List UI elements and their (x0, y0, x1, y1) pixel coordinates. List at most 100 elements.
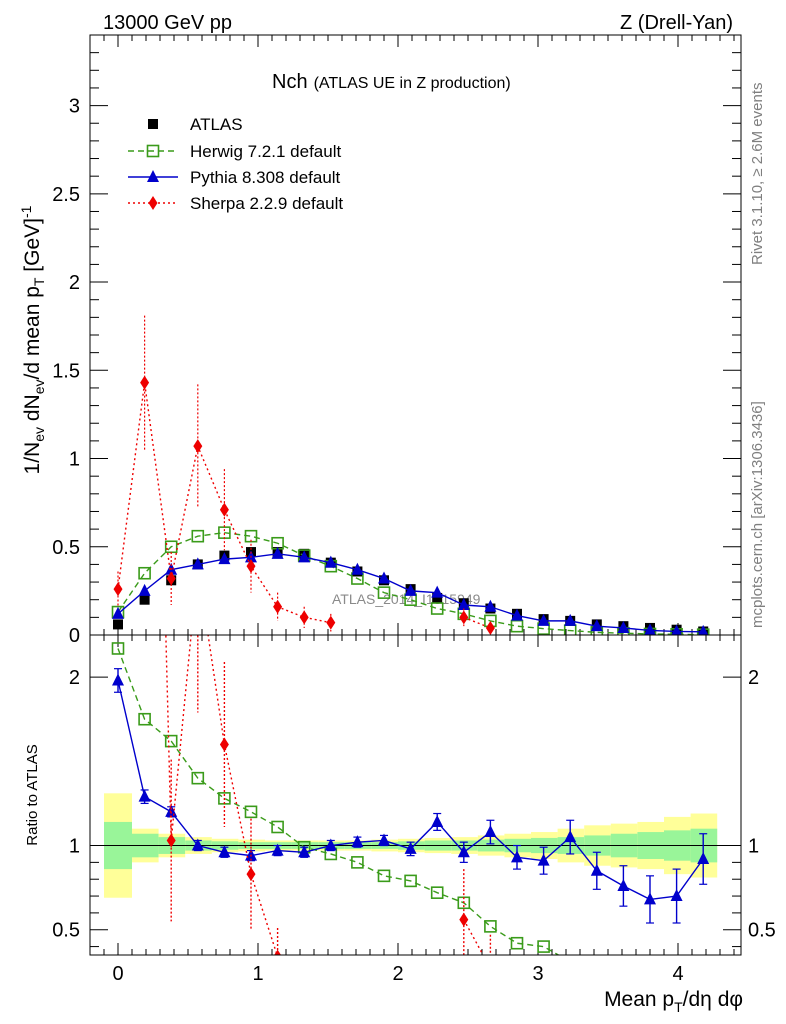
energy-label: 13000 GeV pp (103, 12, 232, 34)
legend-herwig-marker (146, 144, 160, 158)
y-tick-label: 2 (69, 272, 80, 294)
sherpa-point (246, 559, 256, 574)
pythia-point (644, 623, 656, 635)
legend-herwig-label: Herwig 7.2.1 default (190, 142, 341, 161)
ratio-y-tick-label-right: 1 (748, 836, 759, 858)
herwig-point (191, 529, 205, 543)
sherpa-point (113, 582, 123, 597)
pythia-ratio-point (298, 845, 311, 858)
x-tick-label: 0 (112, 963, 123, 985)
chart-subtitle: (ATLAS UE in Z production) (314, 75, 511, 92)
pythia-point (378, 571, 390, 584)
herwig-ratio-point (191, 771, 205, 785)
pythia-ratio-point (165, 804, 178, 817)
pythia-point (590, 619, 603, 632)
herwig-point (377, 586, 391, 599)
herwig-ratio-line (117, 648, 560, 955)
pythia-ratio-point (351, 835, 364, 848)
pythia-ratio-point (138, 789, 151, 802)
pythia-ratio-point (404, 841, 417, 854)
rivet-version-label: Rivet 3.1.10, ≥ 2.6M events (749, 83, 766, 266)
herwig-ratio-point (510, 936, 524, 950)
pythia-ratio-point (644, 892, 656, 905)
pythia-point (457, 598, 470, 610)
mcplots-credit-label: mcplots.cern.ch [arXiv:1306.3436] (749, 401, 766, 628)
ratio-y-tick-label-right: 2 (748, 667, 759, 689)
sherpa-point (299, 610, 309, 625)
herwig-ratio-point (138, 712, 151, 726)
chart-title-main: Nch (272, 71, 308, 93)
herwig-line (117, 531, 704, 635)
pythia-point (617, 620, 630, 633)
herwig-ratio-point (271, 820, 284, 834)
ratio-panel: 0.5 0.5 1 1 2 2 (52, 283, 776, 986)
ratio-y-axis-label: Ratio to ATLAS (24, 744, 41, 845)
x-axis-label: Mean pT/dη dφ (604, 988, 743, 1015)
herwig-ratio-point (404, 874, 417, 888)
sherpa-ratio-point (274, 949, 282, 955)
ratio-series-group (111, 283, 710, 986)
herwig-ratio-point (430, 886, 444, 899)
herwig-ratio-point (537, 940, 550, 953)
herwig-ratio-point (164, 734, 178, 748)
y-tick-label: 1.5 (52, 360, 80, 382)
sherpa-ratio-point (166, 833, 176, 848)
pythia-point (138, 583, 151, 596)
legend-atlas-marker (148, 119, 158, 129)
pythia-ratio-point (590, 863, 603, 876)
main-series-group (111, 315, 710, 635)
pythia-point (298, 550, 311, 563)
pythia-point (112, 606, 124, 619)
ratio-y-tick-label: 0.5 (52, 920, 80, 942)
ratio-y-tick-label: 2 (69, 667, 80, 689)
legend-sherpa-marker (148, 196, 158, 210)
pythia-ratio-point (670, 889, 683, 902)
pythia-ratio-point (511, 850, 523, 863)
ratio-y-tick-label-right: 0.5 (748, 920, 776, 942)
sherpa-point (459, 610, 469, 625)
pythia-point (671, 624, 682, 635)
x-tick-label: 1 (252, 963, 263, 985)
herwig-ratio-point (244, 805, 258, 819)
legend: ATLAS Herwig 7.2.1 default Pythia 8.308 de… (128, 115, 343, 213)
pythia-point (324, 555, 337, 568)
pythia-ratio-point (697, 852, 710, 864)
pythia-ratio-point (271, 843, 284, 856)
atlas-point (139, 594, 150, 605)
pythia-ratio-point (484, 825, 497, 838)
y-tick-label: 0 (69, 625, 80, 647)
sherpa-point (485, 620, 495, 635)
herwig-ratio-point (377, 869, 391, 883)
chart-title: Nch (ATLAS UE in Z production) (272, 71, 511, 93)
pythia-ratio-point (378, 833, 390, 846)
herwig-ratio-point (484, 920, 497, 933)
herwig-ratio-point (111, 642, 125, 655)
sherpa-ratio-point (114, 283, 123, 297)
herwig-ratio-point (618, 975, 629, 986)
atlas-point (113, 619, 123, 630)
pythia-point (431, 585, 444, 598)
sherpa-ratio-point (300, 970, 309, 984)
pythia-point (564, 613, 577, 626)
sherpa-point (273, 599, 283, 614)
herwig-point (510, 619, 524, 633)
process-label: Z (Drell-Yan) (620, 12, 733, 34)
sherpa-point (140, 375, 150, 390)
pythia-ratio-point (431, 814, 444, 827)
pythia-ratio-point (218, 845, 231, 858)
pythia-ratio-point (537, 853, 550, 866)
legend-atlas-label: ATLAS (190, 115, 243, 134)
pythia-point (404, 583, 417, 596)
legend-sherpa-label: Sherpa 2.2.9 default (190, 194, 343, 213)
main-frame (89, 34, 742, 636)
x-tick-label: 3 (532, 963, 543, 985)
pythia-point (511, 608, 523, 621)
ratio-y-tick-label: 1 (69, 836, 80, 858)
sherpa-ratio-line (463, 919, 484, 955)
sherpa-point (193, 439, 203, 454)
herwig-ratio-point (565, 956, 576, 967)
sherpa-point (219, 502, 229, 517)
sherpa-ratio-point (246, 867, 256, 882)
pythia-point (271, 546, 284, 559)
